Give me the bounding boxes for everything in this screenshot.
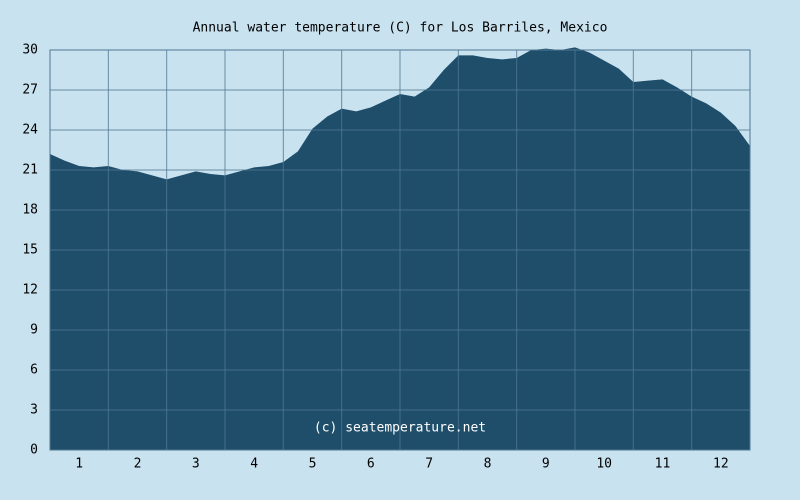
chart-title: Annual water temperature (C) for Los Bar… [193, 21, 608, 36]
x-tick-label: 3 [192, 457, 200, 472]
y-tick-label: 18 [22, 203, 38, 218]
plot-border [49, 49, 751, 451]
watermark: (c) seatemperature.net [314, 421, 486, 436]
x-tick-label: 2 [134, 457, 142, 472]
y-tick-label: 27 [22, 83, 38, 98]
x-tick-label: 4 [250, 457, 258, 472]
x-tick-label: 12 [713, 457, 729, 472]
x-tick-label: 6 [367, 457, 375, 472]
y-tick-label: 3 [30, 403, 38, 418]
y-tick-label: 12 [22, 283, 38, 298]
x-tick-label: 1 [75, 457, 83, 472]
x-tick-label: 5 [309, 457, 317, 472]
x-tick-label: 9 [542, 457, 550, 472]
x-tick-label: 11 [655, 457, 671, 472]
x-tick-label: 8 [484, 457, 492, 472]
y-tick-label: 24 [22, 123, 38, 138]
x-tick-label: 7 [425, 457, 433, 472]
y-tick-label: 9 [30, 323, 38, 338]
y-tick-label: 15 [22, 243, 38, 258]
y-tick-label: 0 [30, 443, 38, 458]
x-tick-label: 10 [596, 457, 612, 472]
y-tick-label: 6 [30, 363, 38, 378]
y-tick-label: 30 [22, 43, 38, 58]
y-tick-label: 21 [22, 163, 38, 178]
